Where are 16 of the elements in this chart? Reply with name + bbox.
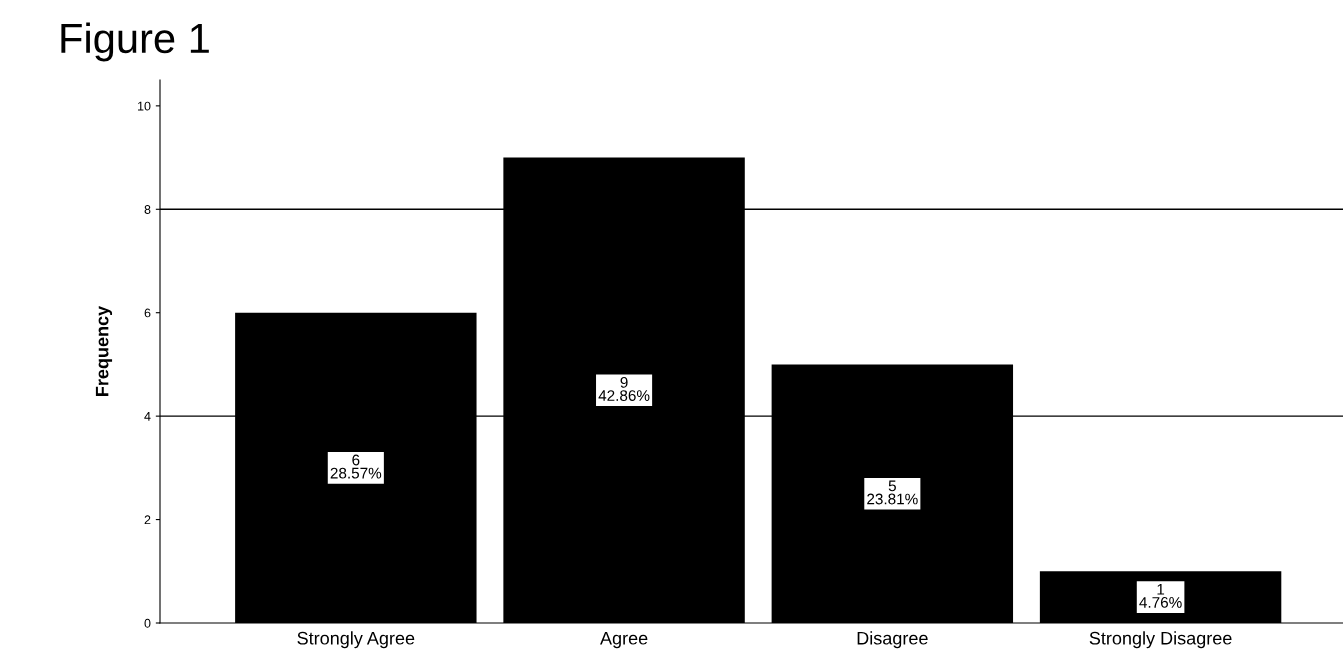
data-label: 6 28.57%	[330, 454, 382, 479]
data-label: 1 4.76%	[1139, 584, 1182, 608]
data-label: 5 23.81%	[867, 480, 918, 505]
y-tick-label: 6	[144, 308, 151, 318]
y-tick-label: 4	[144, 412, 151, 421]
y-tick-label: 8	[144, 205, 151, 214]
x-tick-label: Strongly Disagree	[1089, 631, 1232, 649]
y-tick-label: 0	[144, 618, 151, 628]
y-tick-label: 2	[144, 515, 151, 525]
y-tick-label: 10	[138, 101, 151, 111]
chart-title: Figure 1	[61, 22, 209, 62]
x-tick-label: Strongly Agree	[297, 631, 415, 649]
x-tick-label: Disagree	[857, 631, 928, 649]
data-label: 9 42.86%	[598, 377, 650, 401]
x-tick-label: Agree	[600, 632, 648, 649]
y-axis-title: Frequency	[95, 305, 113, 396]
